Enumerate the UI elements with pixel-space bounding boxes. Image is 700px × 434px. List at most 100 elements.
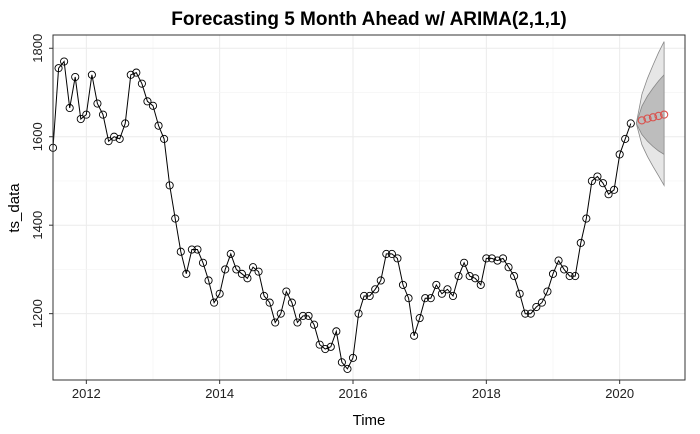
observed-point — [65, 103, 74, 113]
observed-point — [337, 358, 346, 367]
series-lines — [52, 60, 632, 370]
observed-point — [487, 254, 496, 263]
plot-panel-border — [52, 34, 686, 381]
observed-point — [276, 309, 285, 318]
observed-point — [315, 340, 324, 349]
observed-point — [598, 179, 608, 188]
observed-point — [454, 272, 463, 281]
observed-point — [393, 254, 402, 263]
observed-point — [354, 309, 363, 318]
observed-point — [193, 245, 202, 254]
observed-point — [210, 298, 219, 307]
observed-point — [498, 254, 508, 263]
observed-point — [615, 150, 624, 159]
observed-point — [382, 249, 391, 258]
observed-point — [321, 344, 330, 354]
observed-point — [571, 272, 580, 281]
observed-point — [426, 294, 435, 303]
observed-point — [437, 289, 446, 298]
observed-series-line — [52, 60, 632, 370]
observed-point — [604, 190, 613, 199]
observed-point — [332, 327, 341, 336]
observed-point — [248, 263, 258, 272]
observed-point — [626, 119, 635, 128]
data-points — [48, 57, 669, 373]
observed-point — [510, 272, 519, 281]
observed-point — [582, 214, 591, 223]
observed-point — [387, 249, 396, 258]
observed-point — [365, 291, 374, 301]
observed-point — [576, 238, 585, 247]
observed-point — [198, 258, 208, 267]
observed-point — [304, 311, 313, 320]
observed-point — [398, 280, 408, 289]
observed-point — [298, 311, 308, 320]
observed-point — [143, 97, 152, 106]
observed-point — [87, 70, 96, 79]
forecast-point — [637, 116, 647, 125]
observed-point — [82, 110, 91, 119]
observed-point — [360, 291, 369, 301]
x-tick-label: 2020 — [605, 386, 634, 401]
x-tick-label: 2018 — [472, 386, 501, 401]
observed-point — [376, 276, 385, 285]
observed-point — [348, 353, 358, 362]
prediction-intervals — [635, 41, 665, 187]
observed-point — [154, 121, 163, 130]
observed-point — [554, 256, 563, 265]
observed-point — [548, 269, 558, 278]
observed-point — [132, 68, 141, 77]
observed-point — [432, 280, 441, 289]
observed-point — [493, 256, 502, 265]
observed-point — [621, 134, 630, 143]
x-tick-label: 2016 — [339, 386, 368, 401]
observed-point — [98, 110, 108, 119]
observed-point — [460, 258, 469, 267]
observed-point — [587, 176, 596, 186]
observed-point — [537, 298, 546, 307]
x-tick-label: 2012 — [72, 386, 101, 401]
observed-point — [282, 287, 291, 296]
forecast-point — [654, 111, 663, 121]
observed-point — [526, 309, 535, 318]
observed-point — [221, 265, 230, 274]
observed-point — [243, 274, 252, 283]
observed-point — [215, 289, 224, 298]
observed-point — [160, 134, 169, 143]
observed-point — [326, 342, 335, 351]
observed-point — [165, 181, 174, 190]
observed-point — [482, 254, 491, 263]
observed-point — [137, 79, 146, 88]
y-tick-label: 1200 — [30, 299, 45, 328]
observed-point — [54, 64, 63, 73]
observed-point — [476, 280, 485, 289]
observed-point — [343, 364, 352, 373]
y-axis-title: ts_data — [6, 183, 23, 233]
observed-point — [260, 291, 269, 301]
observed-point — [182, 269, 191, 278]
observed-point — [287, 298, 296, 307]
observed-point — [126, 70, 135, 79]
observed-point — [115, 134, 124, 143]
observed-point — [293, 318, 302, 327]
y-tick-label: 1400 — [30, 211, 45, 240]
observed-point — [271, 318, 280, 327]
observed-point — [610, 185, 619, 194]
observed-point — [521, 309, 530, 318]
observed-point — [310, 320, 319, 329]
observed-point — [232, 265, 241, 274]
observed-point — [187, 245, 196, 254]
observed-point — [254, 267, 263, 276]
observed-point — [60, 57, 69, 66]
observed-point — [171, 214, 180, 223]
observed-point — [226, 249, 235, 258]
observed-point — [110, 132, 119, 141]
forecast-point — [648, 113, 658, 122]
observed-point — [204, 276, 213, 285]
observed-point — [565, 272, 574, 281]
observed-point — [104, 137, 113, 146]
observed-point — [410, 331, 419, 340]
observed-point — [76, 114, 85, 124]
observed-point — [465, 272, 474, 281]
